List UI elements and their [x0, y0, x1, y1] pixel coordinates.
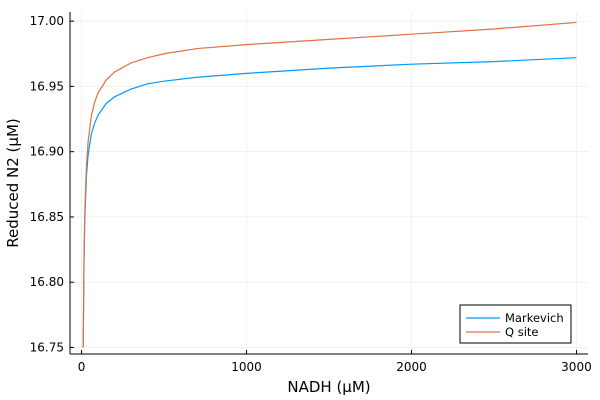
legend-label-markevich: Markevich [505, 311, 564, 325]
x-axis-label: NADH (µM) [287, 378, 370, 396]
y-tick-label-0: 16.75 [30, 340, 64, 354]
y-tick-label-1: 16.80 [30, 275, 64, 289]
y-axis-label: Reduced N2 (µM) [4, 118, 22, 248]
x-tick-label-0: 0 [78, 360, 86, 374]
series-line-q-site [82, 21, 577, 348]
legend-label-q-site: Q site [505, 325, 538, 339]
x-tick-label-1: 1000 [231, 360, 262, 374]
x-tick-label-3: 3000 [561, 360, 592, 374]
y-tick-label-4: 16.95 [30, 79, 64, 93]
tick-labels: 0 1000 2000 3000 16.75 16.80 16.85 16.90 16.95 17… [30, 14, 592, 374]
y-tick-label-3: 16.90 [30, 145, 64, 159]
axes [69, 12, 588, 355]
y-tick-label-2: 16.85 [30, 210, 64, 224]
x-tick-label-2: 2000 [396, 360, 427, 374]
y-tick-label-5: 17.00 [30, 14, 64, 28]
legend-box [459, 304, 572, 344]
series-lines [82, 21, 577, 348]
grid [70, 12, 588, 354]
legend: Markevich Q site [459, 304, 572, 344]
series-line-markevich [82, 57, 577, 348]
